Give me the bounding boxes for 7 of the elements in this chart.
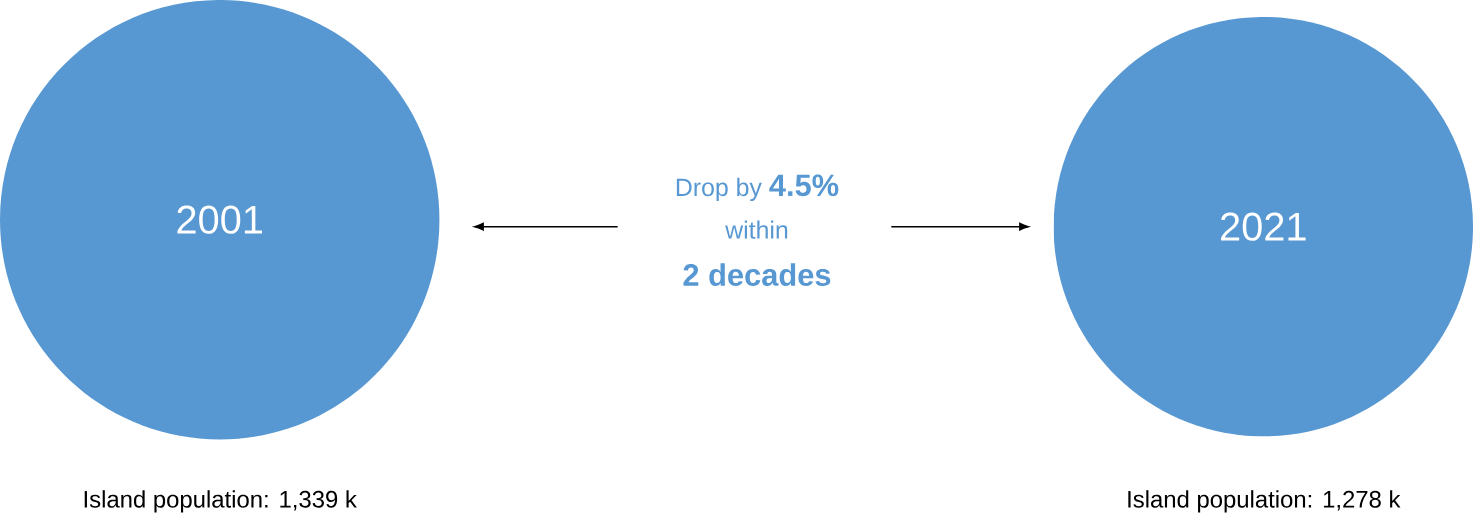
category-label: 2021: [1221, 212, 1306, 241]
text: 2 decades: [683, 263, 831, 287]
data-label: Island population: 1,278 k: [1128, 490, 1401, 513]
data-label: Island population: 1,339 k: [84, 490, 357, 513]
text: Drop by 4.5%: [676, 174, 839, 202]
category-label: 2001: [177, 205, 263, 234]
text: within: [725, 220, 788, 239]
